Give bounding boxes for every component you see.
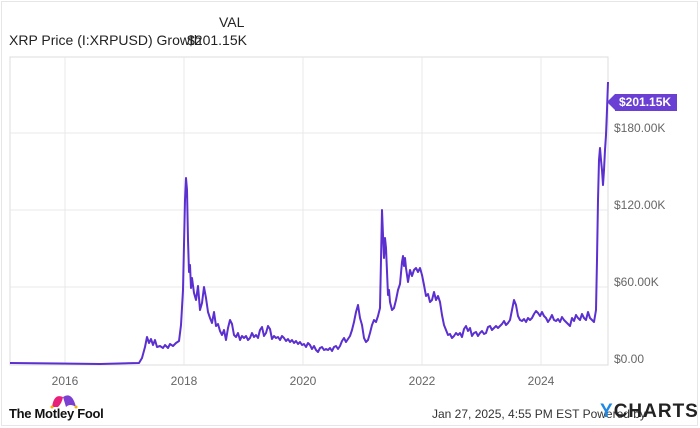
x-tick-2020: 2020 — [289, 374, 317, 388]
legend-series-value: $201.15K — [187, 32, 247, 48]
value-badge: $201.15K — [615, 94, 678, 111]
y-tick-180k: $180.00K — [614, 121, 666, 135]
x-tick-2022: 2022 — [408, 374, 436, 388]
jester-cap-icon — [50, 395, 78, 409]
footer-timestamp-powered: Jan 27, 2025, 4:55 PM EST Powered by — [432, 407, 646, 421]
motley-fool-logo: The Motley Fool — [9, 406, 104, 421]
y-tick-120k: $120.00K — [614, 198, 666, 212]
ycharts-wordmark: CHARTS — [613, 401, 699, 422]
x-gridlines — [64, 57, 542, 365]
y-tick-60k: $60.00K — [614, 275, 659, 289]
x-tick-2024: 2024 — [527, 374, 555, 388]
powered-by-label: Powered by — [582, 407, 646, 421]
plot-border — [9, 56, 609, 366]
legend-header: VAL — [219, 14, 245, 30]
series-line — [9, 81, 609, 365]
ycharts-y-mark: Y — [600, 401, 614, 422]
x-tick-2016: 2016 — [51, 374, 79, 388]
y-tick-0: $0.00 — [614, 352, 645, 366]
value-badge-arrow — [607, 94, 615, 110]
legend-series-name: XRP Price (I:XRPUSD) Growth — [9, 32, 202, 48]
x-tick-2018: 2018 — [170, 374, 198, 388]
ycharts-logo: YCHARTS — [600, 401, 699, 423]
timestamp: Jan 27, 2025, 4:55 PM EST — [432, 407, 580, 421]
y-gridlines — [10, 132, 608, 288]
